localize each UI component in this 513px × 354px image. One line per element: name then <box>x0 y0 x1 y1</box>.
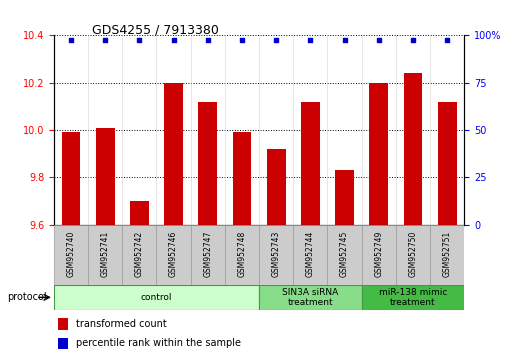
Point <box>204 37 212 43</box>
Point <box>135 37 144 43</box>
Text: GSM952740: GSM952740 <box>67 230 75 277</box>
Bar <box>369 83 388 225</box>
Point <box>238 37 246 43</box>
Text: GSM952741: GSM952741 <box>101 230 110 277</box>
Point <box>272 37 280 43</box>
Bar <box>327 225 362 285</box>
Bar <box>58 318 68 330</box>
Point <box>341 37 349 43</box>
Bar <box>191 225 225 285</box>
Bar <box>362 225 396 285</box>
Text: GSM952742: GSM952742 <box>135 230 144 277</box>
Bar <box>396 225 430 285</box>
Text: GDS4255 / 7913380: GDS4255 / 7913380 <box>92 23 219 36</box>
Bar <box>232 132 251 225</box>
Point <box>409 37 417 43</box>
Bar <box>156 225 191 285</box>
Bar <box>259 225 293 285</box>
Text: GSM952744: GSM952744 <box>306 230 315 277</box>
Bar <box>293 225 327 285</box>
Bar <box>362 285 464 310</box>
Bar <box>267 149 286 225</box>
Bar <box>259 285 362 310</box>
Point <box>101 37 109 43</box>
Bar <box>301 102 320 225</box>
Text: GSM952751: GSM952751 <box>443 230 451 277</box>
Point <box>169 37 177 43</box>
Bar <box>96 128 114 225</box>
Text: SIN3A siRNA
treatment: SIN3A siRNA treatment <box>282 288 339 307</box>
Text: miR-138 mimic
treatment: miR-138 mimic treatment <box>379 288 447 307</box>
Bar <box>122 225 156 285</box>
Bar <box>404 73 422 225</box>
Point <box>443 37 451 43</box>
Text: transformed count: transformed count <box>76 319 167 329</box>
Bar <box>430 225 464 285</box>
Text: control: control <box>141 293 172 302</box>
Point <box>374 37 383 43</box>
Bar <box>58 338 68 349</box>
Text: percentile rank within the sample: percentile rank within the sample <box>76 338 242 348</box>
Text: GSM952745: GSM952745 <box>340 230 349 277</box>
Bar <box>130 201 149 225</box>
Text: GSM952748: GSM952748 <box>238 230 246 277</box>
Text: GSM952743: GSM952743 <box>272 230 281 277</box>
Text: GSM952747: GSM952747 <box>203 230 212 277</box>
Text: GSM952746: GSM952746 <box>169 230 178 277</box>
Bar <box>335 170 354 225</box>
Text: GSM952749: GSM952749 <box>374 230 383 277</box>
Bar <box>54 225 88 285</box>
Bar <box>199 102 217 225</box>
Bar <box>438 102 457 225</box>
Text: GSM952750: GSM952750 <box>408 230 418 277</box>
Bar <box>164 83 183 225</box>
Point <box>67 37 75 43</box>
Text: protocol: protocol <box>7 292 46 302</box>
Bar <box>225 225 259 285</box>
Bar <box>54 285 259 310</box>
Bar <box>88 225 122 285</box>
Bar <box>62 132 81 225</box>
Point <box>306 37 314 43</box>
